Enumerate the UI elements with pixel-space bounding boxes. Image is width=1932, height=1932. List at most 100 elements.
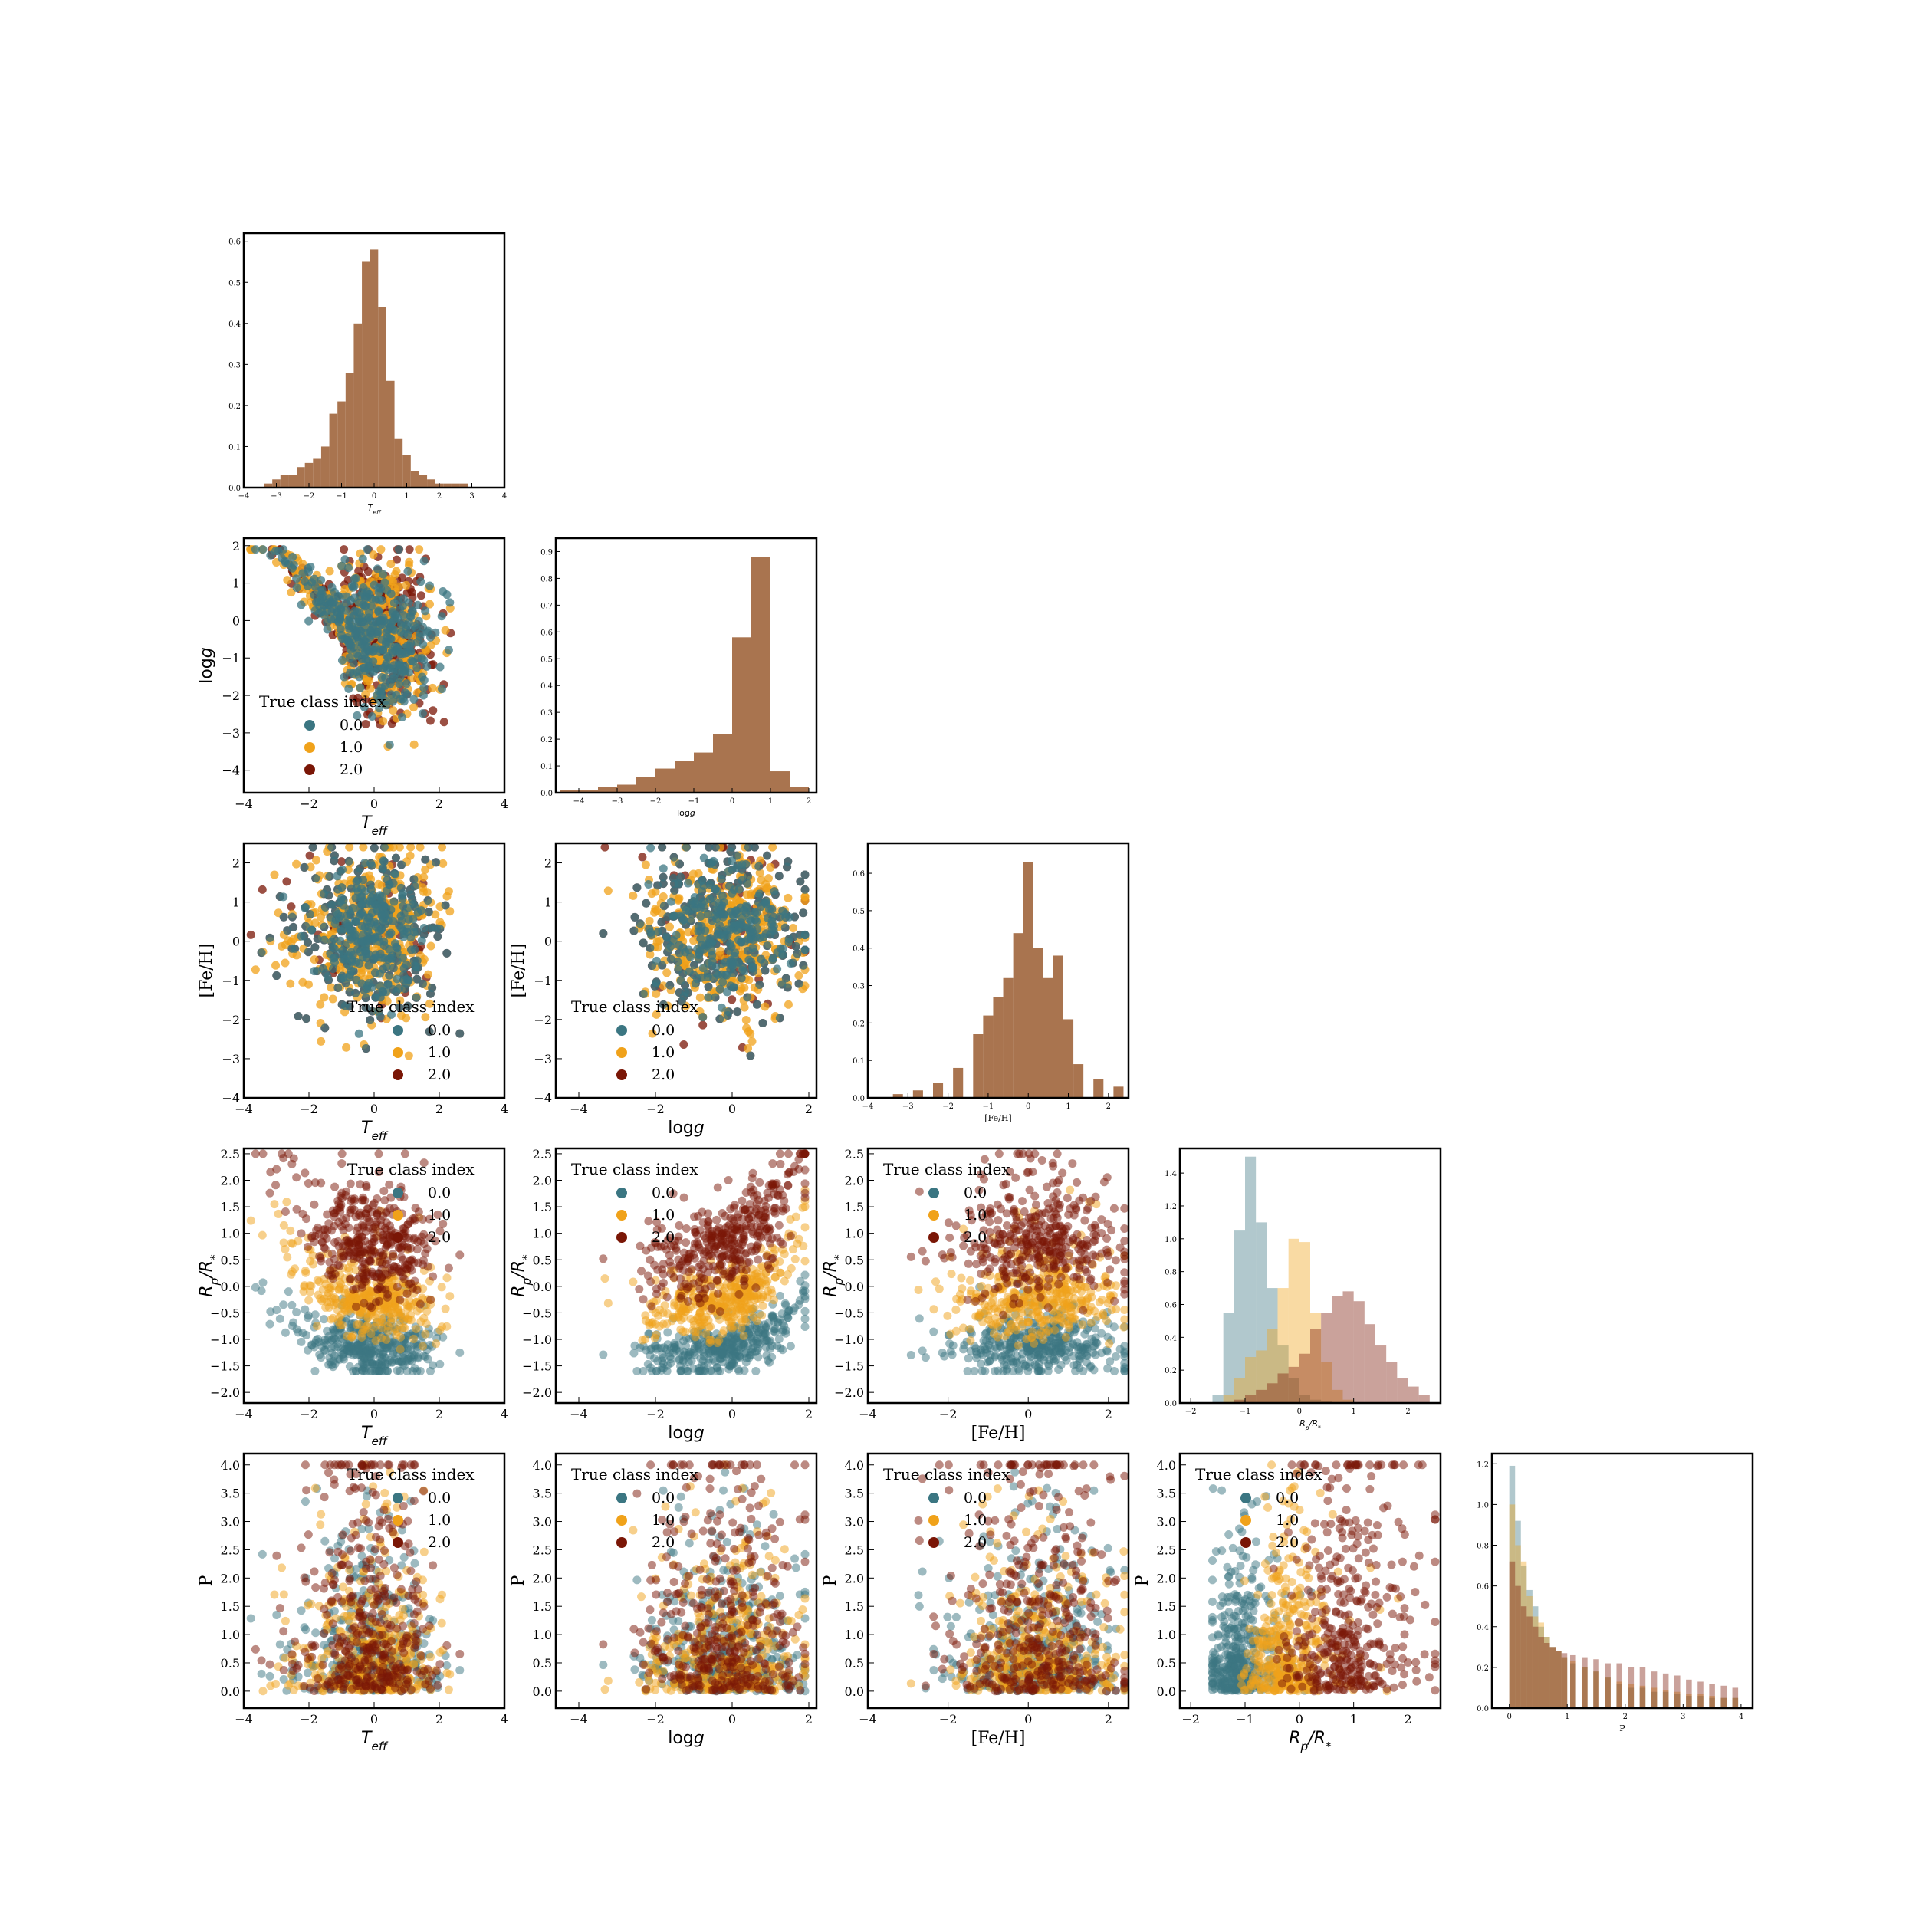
scatter-point-class-0 [717,903,726,912]
x-tick-label: −1 [336,492,347,501]
hist-bar [1234,1230,1245,1403]
scatter-point-class-0 [659,1000,668,1009]
scatter-point-class-0 [370,968,380,978]
axis-label-rp: Rp/R* [1300,1418,1321,1431]
scatter-point-class-0 [367,594,376,603]
hist-bar [1526,1616,1533,1708]
hist-bar [1549,1647,1556,1708]
scatter-point-class-1 [312,856,321,865]
scatter-point-class-2 [287,902,296,912]
scatter-point-class-2 [334,1196,343,1205]
hist-bar [1616,1684,1622,1708]
hist-bar [427,479,435,488]
scatter-point-class-1 [392,1330,401,1339]
scatter-point-class-0 [455,1348,465,1357]
x-tick-label: 1 [1066,1102,1070,1111]
scatter-point-class-0 [340,672,349,682]
scatter-point-class-0 [435,1359,445,1368]
scatter-point-class-0 [726,847,735,856]
scatter-point-class-2 [357,1232,366,1241]
scatter-point-class-2 [728,995,737,1004]
hist-bar [732,637,751,793]
hist-bar [1288,1378,1300,1403]
scatter-point-class-2 [433,1210,442,1219]
hist-bar [1073,1064,1084,1098]
hist-bar [1628,1684,1635,1708]
hist-bar [1720,1697,1727,1708]
hist-bar [1697,1696,1704,1708]
scatter-point-class-0 [386,634,395,643]
scatter-point-class-0 [328,964,337,974]
scatter-point-class-0 [778,951,787,960]
hist-bar [1639,1687,1646,1708]
scatter-point-class-2 [374,1167,383,1176]
scatter-point-class-0 [292,583,301,593]
scatter-point-class-2 [337,1188,347,1198]
hist-bar [993,997,1004,1098]
scatter-point-class-1 [389,706,398,715]
hist-bar [1277,1288,1289,1403]
hist-bar [1093,1079,1104,1098]
scatter-point-class-2 [389,1250,398,1259]
scatter-point-class-2 [353,1274,363,1283]
scatter-point-class-0 [406,613,416,622]
scatter-point-class-2 [412,1245,422,1254]
scatter-point-class-0 [391,853,400,863]
scatter-point-class-0 [757,955,766,964]
scatter-point-class-2 [353,1223,363,1232]
scatter-point-class-0 [677,912,686,922]
scatter-point-class-0 [406,886,415,895]
scatter-point-class-2 [364,1215,373,1224]
scatter-point-class-0 [403,1001,412,1010]
y-tick-label: 1 [232,895,240,910]
y-tick-label: 0.5 [228,279,241,288]
hist-bar [1256,1222,1267,1403]
scatter-point-class-0 [790,912,800,922]
scatter-point-class-2 [339,1254,348,1263]
scatter-point-class-0 [698,1013,708,1022]
scatter-point-class-2 [323,1210,332,1219]
scatter-point-class-0 [347,967,356,976]
hist-bar [1267,1288,1278,1403]
hist-bar [1043,978,1053,1098]
scatter-point-class-0 [399,611,408,620]
scatter-point-class-2 [330,1182,340,1191]
scatter-point-class-0 [737,918,746,928]
hist-bar [345,373,354,488]
scatter-point-class-1 [441,1304,450,1313]
scatter-point-class-0 [426,924,435,933]
scatter-point-class-2 [386,1193,396,1202]
scatter-point-class-0 [379,964,388,974]
scatter-point-class-1 [281,941,290,950]
scatter-point-class-0 [313,935,322,944]
scatter-point-class-2 [406,1217,415,1226]
hist-bar [304,462,314,488]
scatter-point-class-0 [663,939,672,948]
scatter-point-class-0 [345,1362,354,1371]
scatter-point-class-2 [360,1196,370,1205]
scatter-point-class-0 [639,989,648,998]
scatter-point-class-2 [337,1149,347,1158]
scatter-point-class-0 [383,586,392,595]
scatter-point-class-0 [726,907,735,916]
scatter-point-class-1 [715,946,724,955]
scatter-point-class-1 [327,1315,336,1324]
scatter-point-class-2 [383,1293,392,1302]
scatter-point-class-0 [377,897,386,906]
scatter-point-class-0 [752,917,761,926]
hist-bar [1570,1661,1576,1708]
scatter-point-class-0 [345,925,354,935]
scatter-point-class-1 [316,1294,325,1303]
scatter-point-class-0 [675,941,684,950]
hist-bar [617,784,636,793]
hist-bar [892,1094,903,1098]
hist-bar [1639,1667,1646,1708]
scatter-point-class-0 [754,898,763,907]
scatter-point-class-0 [373,564,382,573]
scatter-point-class-0 [776,944,785,953]
scatter-point-class-1 [438,843,447,852]
legend-label: 1.0 [428,1044,451,1061]
scatter-point-class-2 [330,1209,339,1218]
scatter-point-class-0 [413,1354,422,1363]
